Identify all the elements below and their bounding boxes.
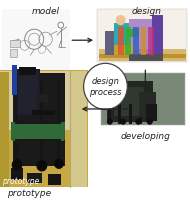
Bar: [114, 24, 129, 48]
Bar: [15, 122, 61, 124]
Bar: [129, 104, 132, 124]
Bar: [118, 104, 121, 124]
Bar: [11, 122, 65, 140]
Bar: [139, 93, 156, 117]
Bar: [0, 73, 9, 187]
Bar: [11, 168, 23, 180]
Bar: [18, 72, 38, 114]
Bar: [2, 10, 70, 71]
Bar: [133, 28, 139, 56]
Bar: [146, 104, 157, 121]
Bar: [114, 46, 133, 56]
Bar: [129, 55, 163, 62]
Bar: [17, 70, 40, 116]
Bar: [32, 110, 55, 115]
Bar: [12, 124, 64, 141]
Bar: [129, 20, 156, 56]
Bar: [113, 81, 124, 93]
Bar: [141, 28, 146, 56]
Bar: [108, 104, 111, 124]
Circle shape: [12, 160, 22, 170]
Bar: [0, 71, 88, 187]
Bar: [57, 82, 60, 166]
Bar: [10, 50, 17, 58]
Text: design: design: [131, 7, 161, 16]
Bar: [10, 41, 20, 48]
Bar: [99, 55, 186, 59]
Text: prototype: prototype: [2, 176, 39, 185]
Text: developing: developing: [120, 131, 170, 140]
Text: prototype: prototype: [7, 188, 51, 197]
Bar: [36, 95, 48, 102]
Bar: [148, 28, 154, 56]
Bar: [114, 82, 124, 92]
Circle shape: [136, 120, 141, 124]
Bar: [139, 104, 142, 124]
Bar: [127, 30, 139, 38]
Bar: [125, 28, 131, 56]
Bar: [15, 82, 18, 166]
Bar: [70, 72, 87, 187]
Bar: [27, 173, 42, 183]
Bar: [114, 88, 144, 116]
Bar: [48, 174, 61, 185]
Bar: [105, 32, 116, 56]
Bar: [12, 66, 17, 96]
Circle shape: [55, 160, 63, 168]
Bar: [99, 50, 186, 62]
Bar: [0, 72, 87, 130]
Bar: [152, 16, 163, 60]
Circle shape: [121, 120, 125, 124]
Bar: [13, 74, 65, 166]
Circle shape: [84, 64, 127, 110]
Bar: [40, 82, 43, 166]
Bar: [97, 10, 187, 63]
Bar: [107, 82, 153, 122]
Bar: [15, 139, 61, 142]
Bar: [118, 28, 124, 56]
Bar: [102, 75, 184, 124]
Bar: [19, 68, 36, 76]
Circle shape: [37, 161, 47, 171]
Circle shape: [147, 120, 152, 124]
Text: model: model: [32, 7, 60, 16]
Text: design
process: design process: [89, 77, 122, 97]
Circle shape: [108, 120, 112, 124]
Circle shape: [116, 17, 125, 25]
Bar: [101, 74, 185, 125]
